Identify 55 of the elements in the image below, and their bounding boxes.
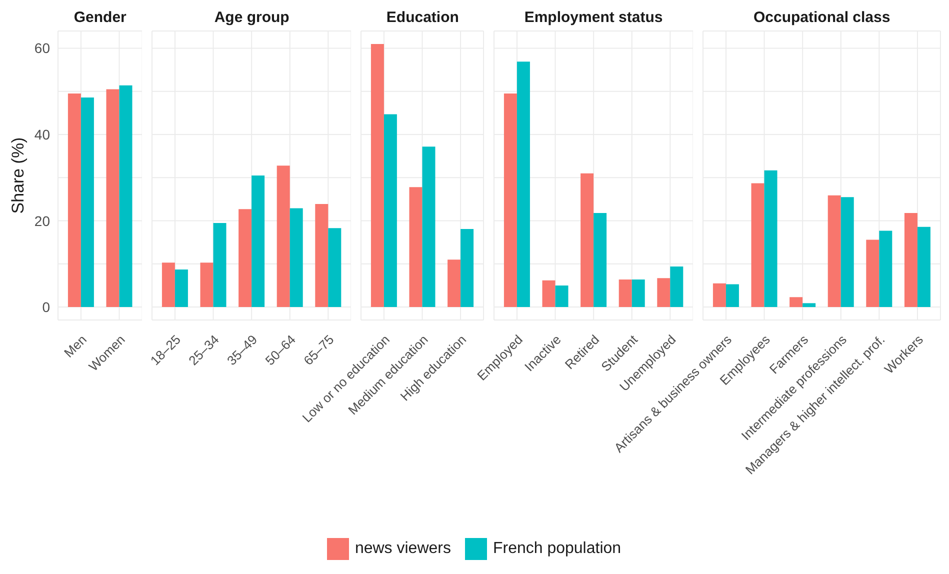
bar [252,176,265,308]
bar [580,173,594,308]
bar [384,114,398,308]
bar [175,270,188,308]
bar [713,283,726,308]
bar [764,170,778,308]
bar [618,279,632,308]
bar [828,195,841,308]
bar [632,279,645,308]
legend-label: news viewers [354,540,451,558]
y-tick-label: 60 [34,40,50,56]
bar [290,208,304,308]
bar [238,209,252,308]
bar [790,297,803,308]
y-tick-label: 20 [34,212,50,229]
bar [670,266,684,308]
bar [106,89,120,308]
chart-title: Employment status [523,8,664,28]
bar [315,204,328,308]
bar [68,94,81,308]
bar [802,303,816,308]
chart-title: Age group [213,8,290,28]
bar [840,197,854,308]
bar [448,260,461,308]
bar [657,278,670,308]
bar [277,166,290,308]
bar [80,97,94,308]
legend-label: French population [492,540,622,558]
chart-title: Gender [72,8,128,28]
y-tick-label: 40 [34,126,50,142]
bar [904,213,918,308]
bar [516,62,530,308]
chart-title: Education [385,8,460,28]
bar [542,280,556,308]
x-tick-label: Men [61,332,90,360]
bar [866,240,880,308]
bar [751,183,764,308]
bar [410,187,423,308]
bar [504,94,517,308]
bar [555,285,568,308]
bar [879,230,892,308]
bar [162,262,176,308]
y-axis-title: Share (%) [8,137,28,214]
bar [328,228,342,308]
bar [726,284,740,308]
bar [918,226,931,308]
chart-title: Occupational class [752,8,892,28]
bar [594,213,607,308]
bar [200,262,214,308]
bar [119,85,132,308]
bar [371,44,384,308]
bar [422,146,436,308]
y-tick-label: 0 [42,299,50,316]
bar [460,228,474,308]
bar [214,222,227,308]
